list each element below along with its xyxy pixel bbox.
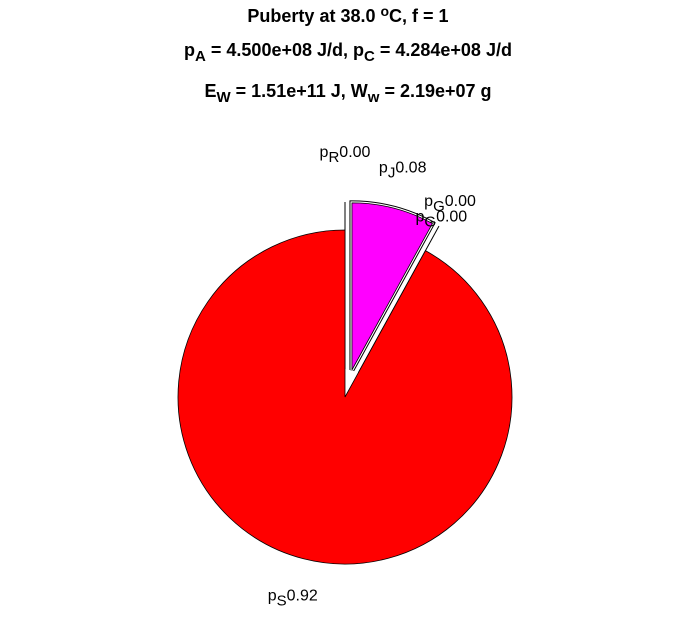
title-part: = 1.51e+11 J, W — [231, 81, 368, 101]
pie-slice — [351, 202, 433, 371]
title-part: p — [184, 40, 195, 60]
title-part: C, f = 1 — [389, 6, 449, 26]
chart-title: EW = 1.51e+11 J, Ww = 2.19e+07 g — [204, 81, 491, 106]
title-part: C — [364, 48, 375, 65]
slice-label-sub: G — [424, 214, 436, 231]
slice-label: pG0.00 — [415, 209, 467, 231]
slice-label-symbol: p — [320, 144, 329, 161]
slice-label-sub: G — [433, 198, 445, 215]
slice-label-value: 0.00 — [339, 144, 370, 161]
title-part: w — [367, 89, 380, 106]
slice-label: pG0.00 — [424, 193, 476, 215]
chart-title: Puberty at 38.0 oC, f = 1 — [247, 3, 448, 26]
slice-label-value: 0.00 — [445, 193, 476, 210]
title-part: W — [216, 89, 231, 106]
title-part: A — [195, 48, 206, 65]
slice-label-sub: J — [388, 165, 396, 182]
title-part: Puberty at 38.0 — [247, 6, 380, 26]
slice-label: pJ0.08 — [379, 159, 427, 181]
slice-label: pS0.92 — [268, 587, 318, 609]
pie-slice — [177, 229, 513, 565]
slice-label-value: 0.08 — [395, 159, 426, 176]
slice-label-symbol: p — [424, 193, 433, 210]
slice-label-sub: S — [277, 593, 287, 610]
title-part: = 4.500e+08 J/d, p — [206, 40, 364, 60]
slice-label: pR0.00 — [320, 144, 371, 166]
slice-label-sub: R — [328, 149, 339, 166]
title-part: o — [380, 3, 389, 19]
slice-label-symbol: p — [268, 587, 277, 604]
slice-label-symbol: p — [379, 159, 388, 176]
chart-title: pA = 4.500e+08 J/d, pC = 4.284e+08 J/d — [184, 40, 512, 65]
title-part: = 4.284e+08 J/d — [375, 40, 512, 60]
slice-label-symbol: p — [415, 209, 424, 226]
slice-label-value: 0.00 — [436, 209, 467, 226]
title-part: = 2.19e+07 g — [379, 81, 491, 101]
title-part: E — [204, 81, 216, 101]
slice-label-value: 0.92 — [287, 587, 318, 604]
